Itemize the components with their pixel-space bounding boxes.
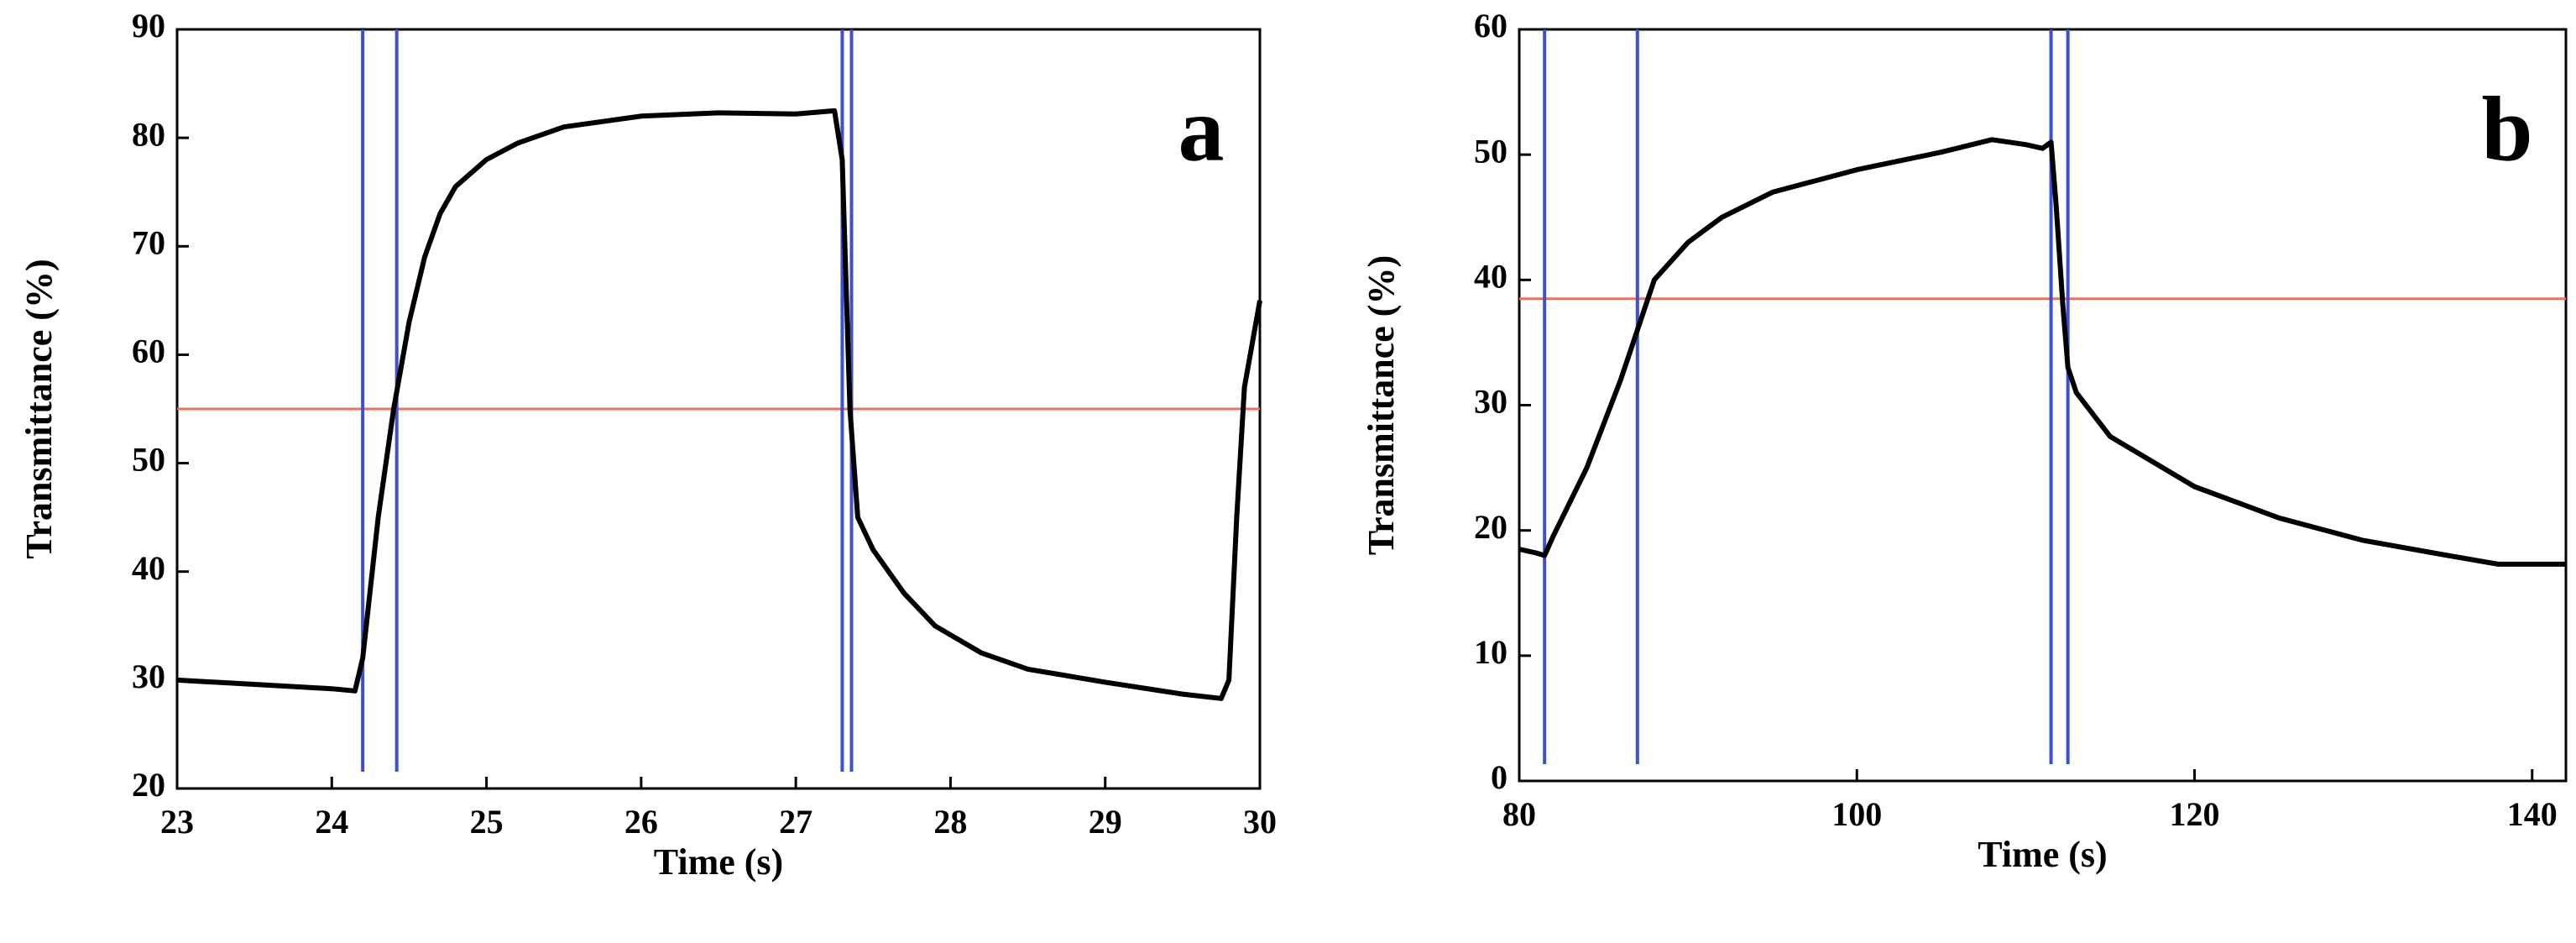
x-axis-label: Time (s) <box>654 841 783 883</box>
y-tick-label: 0 <box>1491 758 1507 796</box>
y-tick-label: 30 <box>1474 383 1507 421</box>
x-tick-label: 140 <box>2507 795 2558 833</box>
data-line <box>1518 137 2566 567</box>
plot-frame <box>1518 28 2568 783</box>
panel-label: a <box>1178 77 1225 180</box>
panel-label: b <box>2481 77 2532 180</box>
y-tick-label: 60 <box>1474 7 1507 45</box>
y-tick-label: 20 <box>132 766 165 804</box>
y-tick-label: 70 <box>132 223 165 261</box>
x-tick-label: 29 <box>1089 803 1122 841</box>
y-tick-label: 40 <box>1474 258 1507 296</box>
x-tick-label: 80 <box>1502 795 1536 833</box>
x-tick-label: 120 <box>2170 795 2220 833</box>
x-tick-label: 27 <box>779 803 813 841</box>
x-tick-label: 100 <box>1831 795 1882 833</box>
y-tick-label: 90 <box>132 7 165 45</box>
x-tick-label: 25 <box>470 803 504 841</box>
y-tick-label: 40 <box>132 549 165 587</box>
y-tick-label: 20 <box>1474 508 1507 546</box>
y-tick-label: 50 <box>1474 132 1507 170</box>
y-tick-label: 30 <box>132 657 165 695</box>
x-axis-label: Time (s) <box>1978 834 2107 875</box>
x-tick-label: 24 <box>315 803 348 841</box>
y-tick-label: 80 <box>132 115 165 153</box>
x-tick-label: 23 <box>160 803 194 841</box>
x-tick-label: 30 <box>1243 803 1277 841</box>
y-tick-label: 50 <box>132 441 165 479</box>
y-tick-label: 10 <box>1474 633 1507 671</box>
x-tick-label: 26 <box>624 803 658 841</box>
y-axis-label: Transmittance (%) <box>1361 255 1402 555</box>
y-tick-label: 60 <box>132 333 165 370</box>
data-line <box>176 107 1262 701</box>
x-tick-label: 28 <box>933 803 967 841</box>
y-axis-label: Transmittance (%) <box>18 259 60 558</box>
